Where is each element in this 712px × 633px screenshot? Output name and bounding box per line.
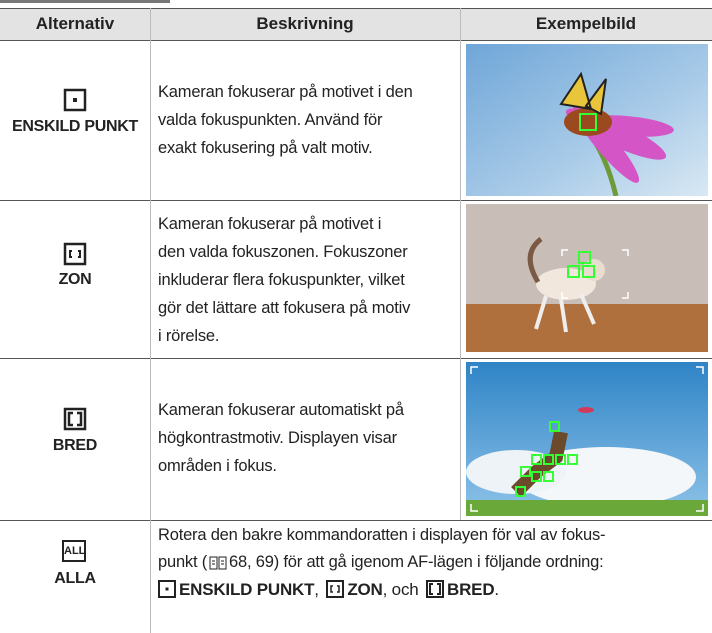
text-line: Rotera den bakre kommandoratten i displa… [158, 526, 606, 544]
option-label: ENSKILD PUNKT [12, 118, 138, 135]
rule [0, 40, 712, 41]
text-line: i rörelse. [158, 327, 220, 345]
text: 68, 69) för att gå igenom AF-lägen i föl… [229, 553, 604, 571]
zone-icon [326, 580, 345, 598]
description: Rotera den bakre kommandoratten i displa… [158, 522, 605, 603]
zone-icon [63, 242, 87, 266]
text: BRED [447, 580, 495, 599]
header-row [0, 8, 712, 40]
header: Exempelbild [535, 14, 637, 33]
single-point-icon [158, 580, 176, 598]
rule [0, 520, 712, 521]
text-line: inkluderar flera fokuspunkter, vilket [158, 271, 405, 289]
text: . [494, 580, 499, 599]
text: , [314, 580, 324, 599]
text-line: områden i fokus. [158, 457, 277, 475]
option-label: ZON [58, 271, 92, 288]
option-label: ALLA [54, 570, 96, 587]
cropped-heading [0, 0, 170, 3]
example-image [466, 204, 708, 352]
example-image [466, 362, 708, 516]
rule [0, 358, 712, 359]
wide-icon [63, 407, 87, 431]
single-point-icon [63, 88, 87, 112]
text-line: ENSKILD PUNKT, ZON, och BRED. [158, 576, 605, 603]
text-line: gör det lättare att fokusera på motiv [158, 299, 411, 317]
description: Kameran fokuserar på motivet i den valda … [158, 210, 410, 350]
wide-icon [426, 580, 445, 598]
text-line: Kameran fokuserar på motivet i den [158, 83, 413, 101]
text: , och [382, 580, 424, 599]
header: Alternativ [35, 14, 115, 33]
option-label: BRED [52, 437, 98, 454]
text-line: Kameran fokuserar automatiskt på [158, 401, 404, 419]
text-line: Kameran fokuserar på motivet i [158, 215, 382, 233]
text-line: högkontrastmotiv. Displayen visar [158, 429, 397, 447]
text: ZON [347, 580, 383, 599]
text-line: exakt fokusering på valt motiv. [158, 139, 373, 157]
rule [0, 200, 712, 201]
page-ref-icon [209, 556, 227, 570]
description: Kameran fokuserar automatiskt på högkontr… [158, 396, 404, 480]
text-line: punkt ( 68, 69) för att gå igenom AF-läge… [158, 549, 605, 576]
rule [0, 8, 712, 9]
description: Kameran fokuserar på motivet i den valda … [158, 78, 413, 162]
col-rule [460, 8, 461, 520]
text-line: den valda fokuszonen. Fokuszoner [158, 243, 408, 261]
text-line: valda fokuspunkten. Använd för [158, 111, 383, 129]
example-image [466, 44, 708, 196]
text: punkt ( [158, 553, 208, 571]
col-rule [150, 8, 151, 633]
text: ENSKILD PUNKT [179, 580, 315, 599]
header: Beskrivning [256, 14, 354, 33]
all-icon: ALL [62, 540, 86, 562]
